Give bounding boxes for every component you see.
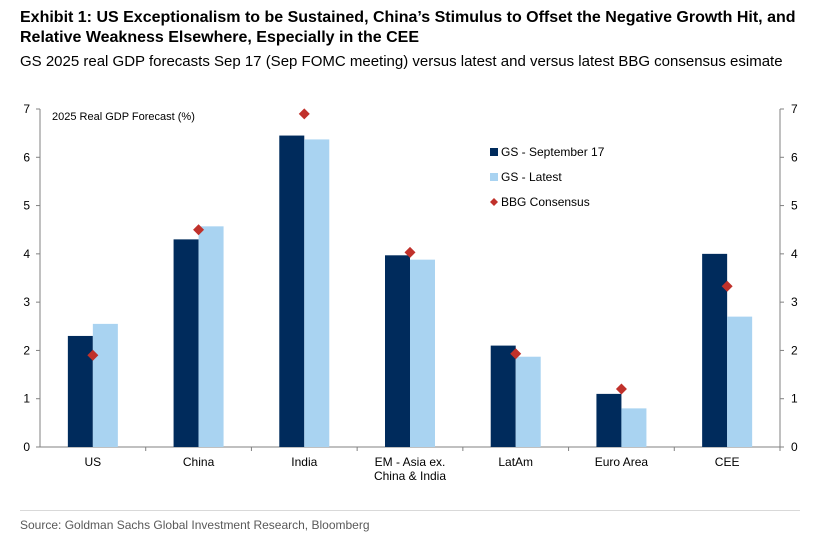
source-divider [20,510,800,511]
y-tick-label-right: 6 [791,150,798,164]
x-tick-label: Euro Area [595,455,649,469]
marker-bbg-consensus-2 [298,108,310,120]
y-tick-label-left: 2 [23,343,30,357]
bar-gs-september-17-1 [173,239,199,447]
x-tick-label: LatAm [498,455,533,469]
legend-swatch-0 [490,148,498,156]
marker-bbg-consensus-4 [510,348,522,360]
chart-legend: GS - September 17 GS - Latest BBG Consensu… [490,145,605,209]
bar-gs-september-17-5 [596,393,622,447]
legend-label-1: GS - Latest [501,170,562,184]
bar-gs-latest-1 [198,226,224,447]
bar-gs-latest-5 [621,408,647,447]
chart-markers [87,108,733,395]
y-tick-label-right: 7 [791,102,798,116]
y-tick-label-left: 5 [23,199,30,213]
marker-bbg-consensus-6 [721,280,733,292]
marker-bbg-consensus-5 [615,383,627,395]
chart-bars [67,135,753,448]
x-tick-label: EM - Asia ex. [375,455,446,469]
y-tick-label-right: 5 [791,199,798,213]
y-tick-label-left: 4 [23,247,30,261]
x-tick-label: China & India [374,469,446,483]
bar-gs-latest-2 [304,139,330,448]
bar-gs-september-17-0 [67,335,93,447]
bar-gs-september-17-2 [279,135,305,448]
y-tick-label-right: 2 [791,343,798,357]
bar-gs-latest-0 [92,323,118,447]
x-tick-label: CEE [715,455,740,469]
chart-title: Exhibit 1: US Exceptionalism to be Susta… [20,9,796,46]
y-tick-label-left: 0 [23,440,30,454]
y-tick-label-right: 1 [791,392,798,406]
x-tick-label: China [183,455,215,469]
bar-gs-latest-4 [515,356,541,447]
bar-gs-latest-6 [727,316,753,447]
y-tick-label-right: 4 [791,247,798,261]
legend-swatch-2 [490,198,498,206]
legend-swatch-1 [490,173,498,181]
marker-bbg-consensus-3 [404,246,416,258]
y-tick-label-right: 3 [791,295,798,309]
legend-label-2: BBG Consensus [501,195,590,209]
bar-gs-september-17-4 [490,345,516,447]
y-tick-label-left: 6 [23,150,30,164]
marker-bbg-consensus-0 [87,349,99,361]
x-tick-label: US [85,455,102,469]
source-note: Source: Goldman Sachs Global Investment … [20,518,370,532]
y-tick-label-left: 1 [23,392,30,406]
bar-gs-september-17-3 [385,255,410,447]
y-tick-label-right: 0 [791,440,798,454]
legend-label-0: GS - September 17 [501,145,605,159]
bar-gs-september-17-6 [702,253,728,447]
y-tick-label-left: 3 [23,295,30,309]
y-axis-label: 2025 Real GDP Forecast (%) [52,111,195,123]
y-tick-label-left: 7 [23,102,30,116]
x-tick-label: India [291,455,317,469]
bar-gs-latest-3 [410,259,435,447]
chart-subtitle: GS 2025 real GDP forecasts Sep 17 (Sep F… [20,53,783,70]
marker-bbg-consensus-1 [193,224,205,236]
chart-axes: 0 0 1 1 2 2 3 3 4 4 5 5 6 6 7 7 [23,102,798,454]
x-axis-labels: US China India EM - Asia ex.China & India La… [85,455,740,483]
